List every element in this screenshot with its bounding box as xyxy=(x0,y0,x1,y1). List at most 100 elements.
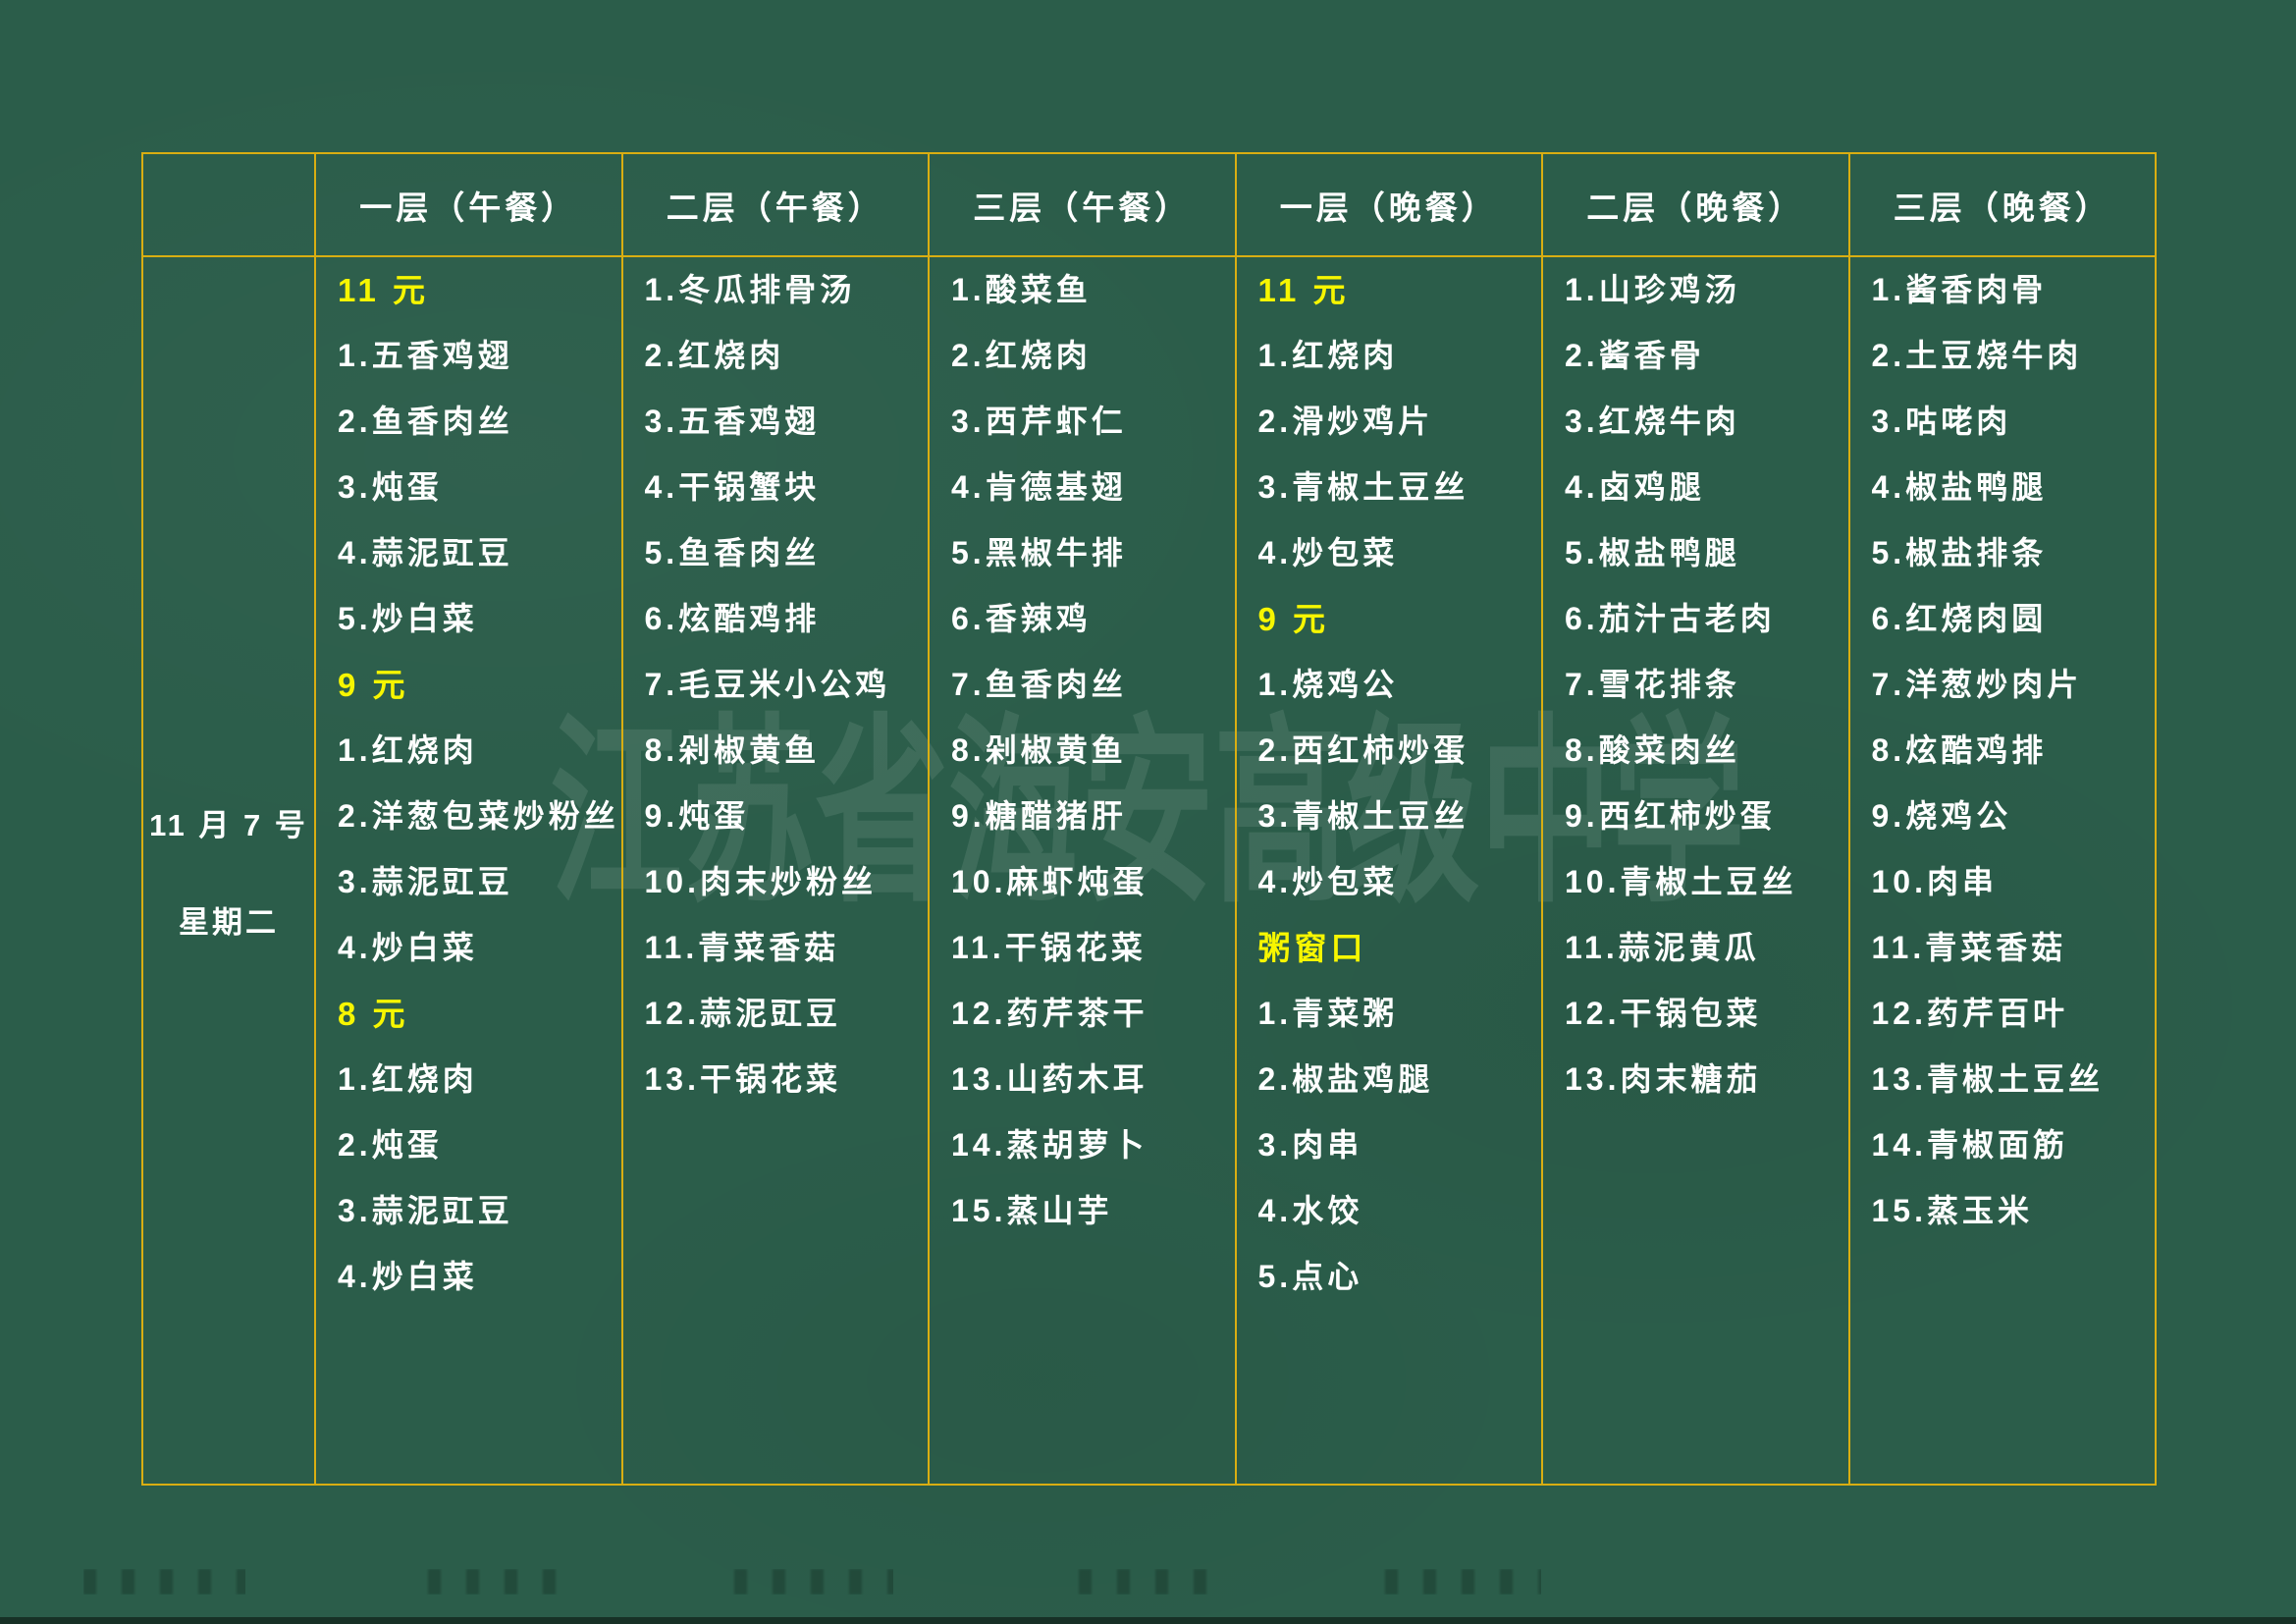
menu-item: 5.黑椒牛排 xyxy=(951,535,1127,570)
date-label: 11 月 7 号 xyxy=(149,807,308,842)
menu-item: 8.剁椒黄鱼 xyxy=(644,732,821,768)
menu-item: 4.炒白菜 xyxy=(338,930,478,965)
menu-item: 2.炖蛋 xyxy=(338,1127,443,1163)
menu-item: 10.青椒土豆丝 xyxy=(1565,864,1797,899)
menu-item: 1.红烧肉 xyxy=(338,1061,478,1097)
column-header: 二层（晚餐） xyxy=(1541,154,1848,257)
menu-item: 12.药芹茶干 xyxy=(951,996,1148,1031)
menu-item: 5.炒白菜 xyxy=(338,601,478,636)
menu-item: 3.五香鸡翅 xyxy=(644,404,821,439)
menu-item: 9.糖醋猪肝 xyxy=(951,798,1127,834)
bottom-edge-shadow xyxy=(0,1617,2296,1624)
menu-item: 4.椒盐鸭腿 xyxy=(1871,469,2048,505)
date-cell: 11 月 7 号 星期二 xyxy=(143,257,314,1484)
menu-item: 13.干锅花菜 xyxy=(644,1061,841,1097)
menu-item: 3.青椒土豆丝 xyxy=(1257,798,1469,834)
menu-item: 12.干锅包菜 xyxy=(1565,996,1762,1031)
menu-item: 2.洋葱包菜炒粉丝 xyxy=(338,798,619,834)
menu-item: 2.西红柿炒蛋 xyxy=(1257,732,1469,768)
menu-item: 2.滑炒鸡片 xyxy=(1257,404,1434,439)
menu-item: 2.酱香骨 xyxy=(1565,338,1705,373)
menu-item: 1.山珍鸡汤 xyxy=(1565,272,1740,307)
menu-item: 12.蒜泥豇豆 xyxy=(644,996,841,1031)
menu-item: 4.炒白菜 xyxy=(338,1259,478,1294)
menu-item: 11.干锅花菜 xyxy=(951,930,1147,965)
price-label: 粥窗口 xyxy=(1257,930,1367,966)
column-header: 三层（晚餐） xyxy=(1847,154,2155,257)
menu-item: 1.烧鸡公 xyxy=(1257,667,1399,702)
menu-item: 4.卤鸡腿 xyxy=(1565,469,1705,505)
menu-item: 2.椒盐鸡腿 xyxy=(1257,1061,1434,1097)
menu-item: 4.干锅蟹块 xyxy=(644,469,821,505)
menu-item: 4.肯德基翅 xyxy=(951,469,1127,505)
menu-item: 3.西芹虾仁 xyxy=(951,404,1127,439)
menu-item: 1.青菜粥 xyxy=(1257,996,1399,1031)
menu-item: 7.鱼香肉丝 xyxy=(951,667,1127,702)
menu-item: 3.炖蛋 xyxy=(338,469,443,505)
menu-item: 1.红烧肉 xyxy=(1257,338,1399,373)
column-cell: 11 元 1.红烧肉 2.滑炒鸡片 3.青椒土豆丝 4.炒包菜 9 元 1.烧鸡公 2.西红柿… xyxy=(1234,257,1542,1484)
menu-item: 9.烧鸡公 xyxy=(1871,798,2012,834)
menu-item: 6.红烧肉圆 xyxy=(1871,601,2048,636)
menu-item: 11.蒜泥黄瓜 xyxy=(1565,930,1760,965)
column-cell: 1.酱香肉骨 2.土豆烧牛肉 3.咕咾肉 4.椒盐鸭腿 5.椒盐排条 6.红烧肉圆 7.洋葱… xyxy=(1847,257,2156,1484)
menu-item: 14.青椒面筋 xyxy=(1871,1127,2068,1163)
menu-item: 1.酸菜鱼 xyxy=(951,272,1092,307)
menu-item: 12.药芹百叶 xyxy=(1871,996,2068,1031)
menu-item: 3.蒜泥豇豆 xyxy=(338,1193,513,1228)
chalk-smudge-marks xyxy=(83,1569,1556,1595)
column-cell: 11 元 1.五香鸡翅 2.鱼香肉丝 3.炖蛋 4.蒜泥豇豆 5.炒白菜 9 元 1.红烧肉 2… xyxy=(314,257,621,1484)
menu-item: 2.土豆烧牛肉 xyxy=(1871,338,2083,373)
menu-item: 2.红烧肉 xyxy=(951,338,1092,373)
price-label: 8 元 xyxy=(338,996,409,1032)
menu-item: 5.椒盐鸭腿 xyxy=(1565,535,1740,570)
menu-item: 3.红烧牛肉 xyxy=(1565,404,1740,439)
column-cell: 1.冬瓜排骨汤 2.红烧肉 3.五香鸡翅 4.干锅蟹块 5.鱼香肉丝 6.炫酷鸡排 7.毛豆… xyxy=(620,257,929,1484)
column-cell: 1.酸菜鱼 2.红烧肉 3.西芹虾仁 4.肯德基翅 5.黑椒牛排 6.香辣鸡 7.鱼香肉丝 8… xyxy=(928,257,1235,1484)
menu-item: 3.咕咾肉 xyxy=(1871,404,2012,439)
column-header: 二层（午餐） xyxy=(620,154,928,257)
menu-item: 11.青菜香菇 xyxy=(1871,930,2067,965)
menu-item: 2.鱼香肉丝 xyxy=(338,404,513,439)
weekday-label: 星期二 xyxy=(179,904,279,940)
menu-item: 6.香辣鸡 xyxy=(951,601,1092,636)
menu-item: 1.五香鸡翅 xyxy=(338,338,513,373)
column-header: 一层（午餐） xyxy=(314,154,621,257)
menu-item: 14.蒸胡萝卜 xyxy=(951,1127,1148,1163)
column-header: 一层（晚餐） xyxy=(1234,154,1541,257)
menu-item: 1.冬瓜排骨汤 xyxy=(644,272,856,307)
column-header: 三层（午餐） xyxy=(928,154,1235,257)
menu-item: 1.红烧肉 xyxy=(338,732,478,768)
menu-item: 13.肉末糖茄 xyxy=(1565,1061,1762,1097)
menu-item: 3.蒜泥豇豆 xyxy=(338,864,513,899)
menu-item: 6.茄汁古老肉 xyxy=(1565,601,1776,636)
menu-item: 5.椒盐排条 xyxy=(1871,535,2048,570)
menu-item: 4.炒包菜 xyxy=(1257,864,1399,899)
menu-item: 15.蒸山芋 xyxy=(951,1193,1113,1228)
price-label: 11 元 xyxy=(1257,272,1350,308)
menu-item: 15.蒸玉米 xyxy=(1871,1193,2033,1228)
menu-item: 4.炒包菜 xyxy=(1257,535,1399,570)
menu-item: 8.剁椒黄鱼 xyxy=(951,732,1127,768)
corner-cell xyxy=(143,154,314,257)
menu-item: 11.青菜香菇 xyxy=(644,930,840,965)
price-label: 11 元 xyxy=(338,272,430,308)
menu-item: 6.炫酷鸡排 xyxy=(644,601,821,636)
menu-item: 5.点心 xyxy=(1257,1259,1363,1294)
menu-item: 3.青椒土豆丝 xyxy=(1257,469,1469,505)
menu-item: 5.鱼香肉丝 xyxy=(644,535,821,570)
menu-item: 9.西红柿炒蛋 xyxy=(1565,798,1776,834)
price-label: 9 元 xyxy=(338,667,409,703)
menu-item: 4.水饺 xyxy=(1257,1193,1363,1228)
column-cell: 1.山珍鸡汤 2.酱香骨 3.红烧牛肉 4.卤鸡腿 5.椒盐鸭腿 6.茄汁古老肉 7.雪花排… xyxy=(1541,257,1848,1484)
menu-item: 8.炫酷鸡排 xyxy=(1871,732,2048,768)
menu-item: 10.肉末炒粉丝 xyxy=(644,864,877,899)
menu-item: 7.雪花排条 xyxy=(1565,667,1740,702)
menu-table: 11 月 7 号 星期二 一层（午餐） 11 元 1.五香鸡翅 2.鱼香肉丝 3.炖蛋 4… xyxy=(141,152,2157,1486)
menu-item: 7.毛豆米小公鸡 xyxy=(644,667,891,702)
menu-item: 10.肉串 xyxy=(1871,864,1998,899)
price-label: 9 元 xyxy=(1257,601,1330,637)
menu-item: 2.红烧肉 xyxy=(644,338,785,373)
menu-item: 13.青椒土豆丝 xyxy=(1871,1061,2104,1097)
